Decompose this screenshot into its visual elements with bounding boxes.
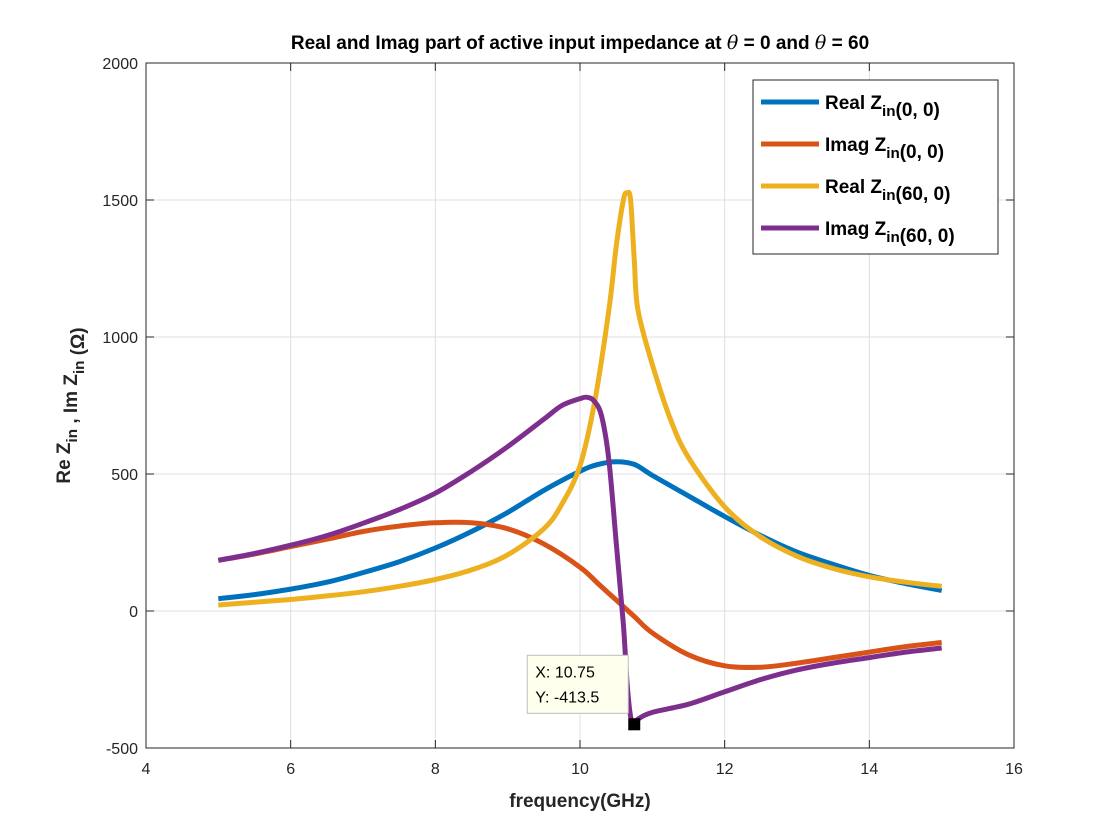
chart-title: Real and Imag part of active input imped… (291, 32, 869, 54)
y-tick-label: 1000 (102, 330, 138, 347)
datatip-marker (628, 718, 641, 731)
series-line-1 (218, 459, 943, 602)
x-tick-label: 16 (1005, 761, 1023, 778)
legend-box (752, 79, 999, 255)
series-group (217, 189, 943, 727)
x-tick-label: 10 (571, 761, 589, 778)
legend-label-3: Real Zin(60, 0) (825, 177, 950, 205)
x-tick-label: 8 (431, 761, 440, 778)
y-tick-label: -500 (106, 741, 138, 758)
datatip-x-label: X: 10.75 (535, 664, 595, 681)
x-axis-title: frequency(GHz) (509, 791, 650, 812)
legend-label-1: Real Zin(0, 0) (825, 93, 940, 121)
y-tick-label: 2000 (102, 56, 138, 73)
series-line-4 (217, 394, 942, 727)
datatip-box (526, 654, 629, 714)
x-tick-label: 6 (286, 761, 295, 778)
tick-labels: 4 6 8 10 12 14 16 -500 0 500 1000 1500 2000 (102, 56, 1023, 778)
x-tick-label: 4 (142, 761, 151, 778)
x-tick-label: 12 (716, 761, 734, 778)
legend-label-2: Imag Zin(0, 0) (825, 135, 944, 163)
y-tick-label: 500 (111, 467, 138, 484)
datatip-y-label: Y: -413.5 (535, 689, 599, 706)
y-tick-label: 1500 (102, 193, 138, 210)
series-line-2 (217, 519, 942, 670)
datatip[interactable]: X: 10.75 Y: -413.5 (526, 654, 641, 731)
x-tick-label: 14 (860, 761, 878, 778)
y-tick-label: 0 (129, 604, 138, 621)
legend[interactable]: Real Zin(0, 0) Imag Zin(0, 0) Real Zin(60,… (752, 79, 999, 255)
series-line-3 (218, 189, 942, 608)
legend-label-4: Imag Zin(60, 0) (825, 219, 955, 247)
y-axis-title: Re Zin , Im Zin (Ω) (54, 327, 89, 483)
